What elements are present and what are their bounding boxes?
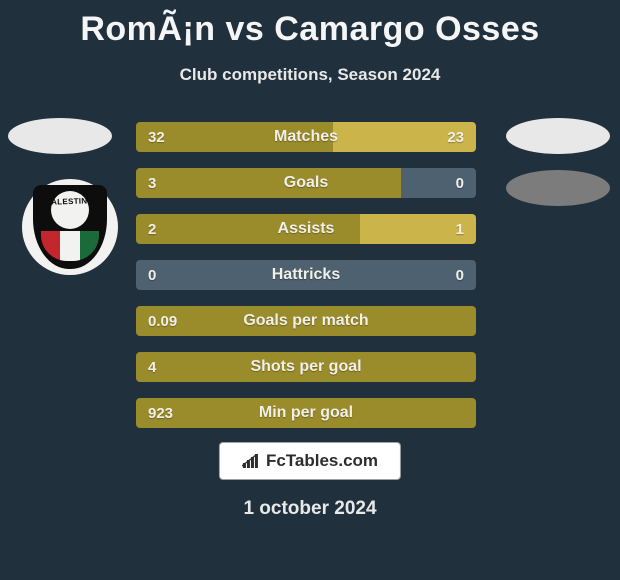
stat-value-left: 0 — [148, 260, 156, 290]
stat-row: Matches3223 — [136, 122, 476, 152]
player-left-avatar-placeholder — [8, 118, 112, 154]
page-subtitle: Club competitions, Season 2024 — [0, 65, 620, 85]
stat-value-left: 2 — [148, 214, 156, 244]
stat-value-left: 32 — [148, 122, 165, 152]
source-badge[interactable]: FcTables.com — [219, 442, 401, 480]
stat-row: Hattricks00 — [136, 260, 476, 290]
stat-value-right: 0 — [456, 260, 464, 290]
stat-value-left: 3 — [148, 168, 156, 198]
stat-row: Goals30 — [136, 168, 476, 198]
stat-value-left: 923 — [148, 398, 173, 428]
stat-value-left: 4 — [148, 352, 156, 382]
stat-row: Min per goal923 — [136, 398, 476, 428]
player-right-avatar-placeholder — [506, 118, 610, 154]
stat-value-left: 0.09 — [148, 306, 177, 336]
stat-row: Shots per goal4 — [136, 352, 476, 382]
club-left-badge: PALESTINO — [22, 179, 118, 275]
comparison-bars: Matches3223Goals30Assists21Hattricks00Go… — [136, 122, 476, 444]
stat-row: Goals per match0.09 — [136, 306, 476, 336]
stat-value-right: 23 — [447, 122, 464, 152]
footer-date: 1 october 2024 — [0, 498, 620, 520]
source-brand-text: FcTables.com — [266, 451, 378, 471]
stat-row: Assists21 — [136, 214, 476, 244]
page-title: RomÃ¡n vs Camargo Osses — [0, 0, 620, 49]
stat-value-right: 0 — [456, 168, 464, 198]
stat-value-right: 1 — [456, 214, 464, 244]
chart-icon — [242, 454, 260, 469]
club-right-avatar-placeholder — [506, 170, 610, 206]
